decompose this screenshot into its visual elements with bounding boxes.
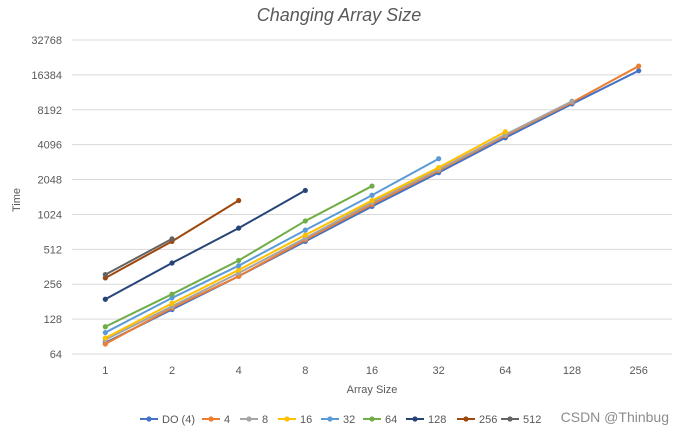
x-tick-label: 8 xyxy=(302,365,308,377)
data-point xyxy=(102,329,108,336)
legend-label: 16 xyxy=(300,414,312,426)
legend-label: DO (4) xyxy=(162,414,195,426)
data-point xyxy=(302,187,308,194)
series-line xyxy=(104,100,573,341)
data-point xyxy=(236,225,242,231)
chart-title: Changing Array Size xyxy=(257,5,421,25)
legend-item: 512 xyxy=(501,414,541,426)
data-point xyxy=(169,236,175,242)
series-line xyxy=(104,238,173,276)
data-point xyxy=(169,295,175,301)
series-line xyxy=(104,157,440,334)
y-axis-ticks: 64 128 256 512 1024 2048 4096 8192 16384 32768 xyxy=(31,35,62,361)
data-point xyxy=(436,164,442,171)
y-tick-label: 512 xyxy=(44,244,62,256)
watermark: CSDN @Thinbug xyxy=(560,409,669,425)
legend-item: 4 xyxy=(202,414,230,426)
legend-item: 64 xyxy=(363,414,397,426)
legend-marker xyxy=(208,416,214,422)
legend-item: 16 xyxy=(278,414,312,426)
legend-label: 256 xyxy=(479,414,497,426)
series-128 xyxy=(102,187,308,302)
y-tick-label: 64 xyxy=(50,349,62,361)
x-axis-label: Array Size xyxy=(347,384,398,396)
data-point xyxy=(636,68,642,74)
x-axis-ticks: 1 2 4 8 16 32 64 128 256 xyxy=(102,365,648,377)
y-tick-label: 8192 xyxy=(38,105,62,117)
x-tick-label: 1 xyxy=(102,365,108,377)
legend-item: 32 xyxy=(321,414,355,426)
data-point xyxy=(102,341,108,347)
data-point xyxy=(502,129,508,135)
legend-label: 128 xyxy=(428,414,446,426)
x-tick-label: 2 xyxy=(169,365,175,377)
y-tick-label: 4096 xyxy=(38,140,62,152)
data-point xyxy=(569,98,575,104)
data-point xyxy=(236,263,242,269)
y-tick-label: 16384 xyxy=(31,70,62,82)
series-lines xyxy=(102,63,642,347)
x-tick-label: 32 xyxy=(433,365,445,377)
grid-lines xyxy=(72,39,672,355)
legend-marker xyxy=(507,416,513,422)
data-point xyxy=(102,271,108,278)
legend-label: 8 xyxy=(262,414,268,426)
legend-item: 128 xyxy=(406,414,446,426)
data-point xyxy=(169,260,175,266)
x-tick-label: 64 xyxy=(499,365,511,377)
data-point xyxy=(236,197,242,204)
legend-marker xyxy=(412,416,418,422)
y-tick-label: 2048 xyxy=(38,175,62,187)
data-point xyxy=(636,63,642,69)
data-point xyxy=(169,300,175,306)
y-tick-label: 256 xyxy=(44,279,62,291)
data-point xyxy=(369,192,375,198)
x-tick-label: 128 xyxy=(563,365,581,377)
legend-marker xyxy=(463,416,469,422)
series-64 xyxy=(102,183,375,330)
legend-label: 64 xyxy=(385,414,397,426)
legend-marker xyxy=(284,416,290,422)
y-tick-label: 1024 xyxy=(38,209,62,221)
legend-label: 512 xyxy=(523,414,541,426)
series-8 xyxy=(102,98,575,343)
data-point xyxy=(236,267,242,273)
data-point xyxy=(302,232,308,238)
legend-item: 8 xyxy=(240,414,268,426)
legend-marker xyxy=(369,416,375,422)
legend-marker xyxy=(327,416,333,422)
data-point xyxy=(102,324,108,330)
data-point xyxy=(436,156,442,162)
data-point xyxy=(369,183,375,189)
data-point xyxy=(236,257,242,264)
data-point xyxy=(102,335,108,341)
series-16 xyxy=(102,129,508,341)
data-point xyxy=(302,218,308,224)
legend-item: 256 xyxy=(457,414,497,426)
legend-marker xyxy=(246,416,252,422)
legend-marker xyxy=(146,416,152,422)
series-line xyxy=(104,189,306,301)
x-tick-label: 256 xyxy=(629,365,647,377)
data-point xyxy=(102,296,108,302)
data-point xyxy=(302,227,308,233)
series-512 xyxy=(102,236,175,278)
legend-item: DO (4) xyxy=(140,414,195,426)
legend-label: 4 xyxy=(224,414,230,426)
data-point xyxy=(369,197,375,204)
x-tick-label: 16 xyxy=(366,365,378,377)
y-axis-label: Time xyxy=(11,188,23,212)
y-tick-label: 32768 xyxy=(31,35,62,47)
y-tick-label: 128 xyxy=(44,314,62,326)
series-32 xyxy=(102,156,442,336)
legend: DO (4) 4 8 16 32 64 128 256 512 xyxy=(140,414,541,426)
x-tick-label: 4 xyxy=(236,365,242,377)
data-point xyxy=(169,291,175,297)
legend-label: 32 xyxy=(343,414,355,426)
